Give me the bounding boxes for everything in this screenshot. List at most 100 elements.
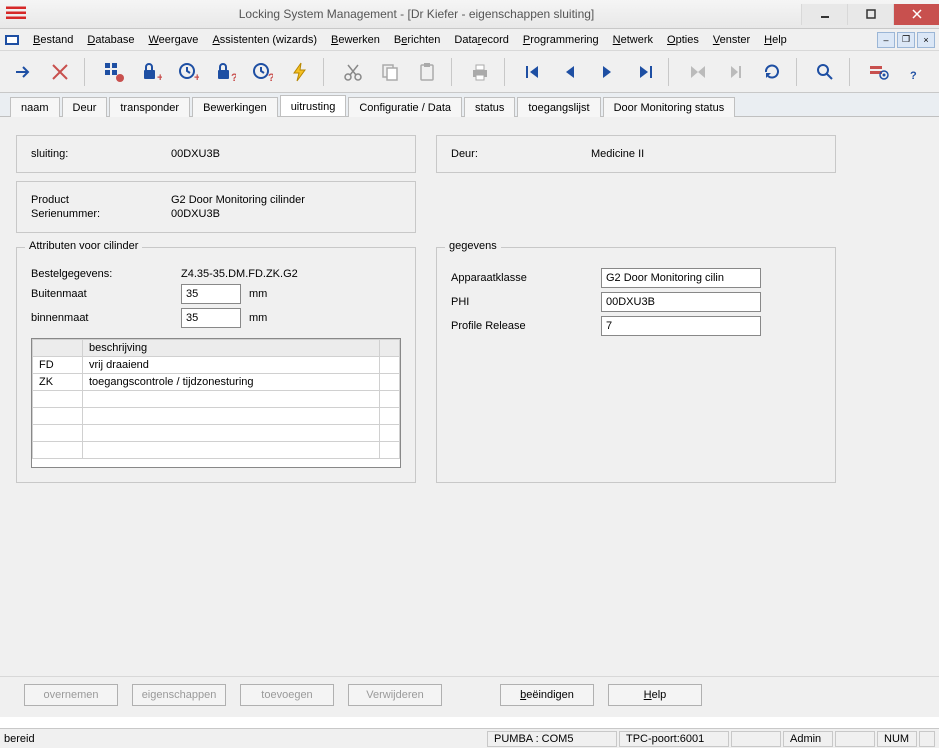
app-icon: [6, 4, 26, 24]
menu-help[interactable]: Help: [757, 32, 794, 48]
table-row[interactable]: ZKtoegangscontrole / tijdzonesturing: [33, 374, 400, 391]
sluiting-panel: sluiting: 00DXU3B: [16, 135, 416, 173]
menu-weergave[interactable]: Weergave: [141, 32, 205, 48]
menu-datarecord[interactable]: Datarecord: [447, 32, 515, 48]
serienummer-value: 00DXU3B: [171, 208, 220, 220]
window-title: Locking System Management - [Dr Kiefer -…: [32, 7, 801, 21]
grid-col-beschrijving: beschrijving: [83, 340, 380, 357]
tb-first-icon[interactable]: [516, 55, 551, 89]
beeindigen-button[interactable]: beëindigen: [500, 684, 594, 706]
deur-panel: Deur: Medicine II: [436, 135, 836, 173]
menu-berichten[interactable]: Berichten: [387, 32, 448, 48]
tab-transponder[interactable]: transponder: [109, 97, 190, 117]
tb-paste-icon[interactable]: [409, 55, 444, 89]
deur-label: Deur:: [451, 148, 591, 160]
minimize-button[interactable]: [801, 4, 847, 25]
product-label: Product: [31, 194, 171, 206]
tab-naam[interactable]: naam: [10, 97, 60, 117]
mdi-close[interactable]: ×: [917, 32, 935, 48]
status-num: NUM: [877, 731, 917, 747]
table-row[interactable]: [33, 442, 400, 459]
mdi-minimize[interactable]: –: [877, 32, 895, 48]
tb-lock-add-icon[interactable]: +: [133, 55, 168, 89]
title-bar: Locking System Management - [Dr Kiefer -…: [0, 0, 939, 29]
tb-next-icon[interactable]: [590, 55, 625, 89]
close-button[interactable]: [893, 4, 939, 25]
phi-field: [601, 292, 761, 312]
deur-value: Medicine II: [591, 148, 644, 160]
menu-netwerk[interactable]: Netwerk: [606, 32, 660, 48]
gegevens-legend: gegevens: [445, 240, 501, 252]
maximize-button[interactable]: [847, 4, 893, 25]
button-bar: overnemen eigenschappen toevoegen Verwij…: [0, 676, 939, 712]
menu-assistenten[interactable]: Assistenten (wizards): [205, 32, 324, 48]
binnenmaat-label: binnenmaat: [31, 312, 181, 324]
tb-prev-icon[interactable]: [553, 55, 588, 89]
gegevens-group: gegevens Apparaatklasse PHI Profile Rele…: [436, 247, 836, 483]
tb-apply-icon[interactable]: [717, 55, 752, 89]
tb-bolt-icon[interactable]: [282, 55, 317, 89]
tab-bewerkingen[interactable]: Bewerkingen: [192, 97, 278, 117]
menu-bar: Bestand Database Weergave Assistenten (w…: [0, 29, 939, 51]
buitenmaat-unit: mm: [249, 288, 267, 300]
tab-configuratie[interactable]: Configuratie / Data: [348, 97, 462, 117]
menu-bestand[interactable]: Bestand: [26, 32, 80, 48]
tab-deur[interactable]: Deur: [62, 97, 108, 117]
tb-help-icon[interactable]: ?: [898, 55, 933, 89]
svg-text:+: +: [194, 72, 199, 83]
buitenmaat-input[interactable]: [181, 284, 241, 304]
verwijderen-button[interactable]: Verwijderen: [348, 684, 442, 706]
toolbar: + + ? ? ?: [0, 51, 939, 93]
svg-text:?: ?: [268, 72, 273, 83]
phi-label: PHI: [451, 296, 601, 308]
sluiting-value: 00DXU3B: [171, 148, 220, 160]
toevoegen-button[interactable]: toevoegen: [240, 684, 334, 706]
tb-print-icon[interactable]: [463, 55, 498, 89]
profile-release-label: Profile Release: [451, 320, 601, 332]
tb-login-icon[interactable]: [6, 55, 41, 89]
tb-clock-help-icon[interactable]: ?: [245, 55, 280, 89]
tb-refresh-icon[interactable]: [754, 55, 789, 89]
help-button[interactable]: Help: [608, 684, 702, 706]
table-row[interactable]: [33, 425, 400, 442]
tb-settings-icon[interactable]: [861, 55, 896, 89]
menu-venster[interactable]: Venster: [706, 32, 757, 48]
tb-matrix-icon[interactable]: [96, 55, 131, 89]
tab-toegangslijst[interactable]: toegangslijst: [517, 97, 600, 117]
svg-text:?: ?: [910, 70, 917, 82]
mdi-restore[interactable]: ❐: [897, 32, 915, 48]
menu-programmering[interactable]: Programmering: [516, 32, 606, 48]
binnenmaat-input[interactable]: [181, 308, 241, 328]
apparaatklasse-field: [601, 268, 761, 288]
tb-delete-icon[interactable]: [680, 55, 715, 89]
menu-database[interactable]: Database: [80, 32, 141, 48]
eigenschappen-button[interactable]: eigenschappen: [132, 684, 226, 706]
svg-text:?: ?: [231, 72, 236, 83]
tb-search-icon[interactable]: [808, 55, 843, 89]
tab-door-monitoring[interactable]: Door Monitoring status: [603, 97, 736, 117]
menu-bewerken[interactable]: Bewerken: [324, 32, 387, 48]
sluiting-label: sluiting:: [31, 148, 171, 160]
tb-logout-icon[interactable]: [43, 55, 78, 89]
table-row[interactable]: FDvrij draaiend: [33, 357, 400, 374]
status-bar: bereid PUMBA : COM5 TPC-poort:6001 Admin…: [0, 728, 939, 748]
bestel-value: Z4.35-35.DM.FD.ZK.G2: [181, 268, 298, 280]
description-grid[interactable]: beschrijving FDvrij draaiendZKtoegangsco…: [31, 338, 401, 468]
tab-status[interactable]: status: [464, 97, 515, 117]
table-row[interactable]: [33, 391, 400, 408]
tab-uitrusting[interactable]: uitrusting: [280, 95, 347, 116]
overnemen-button[interactable]: overnemen: [24, 684, 118, 706]
menu-opties[interactable]: Opties: [660, 32, 706, 48]
tb-clock-add-icon[interactable]: +: [171, 55, 206, 89]
tb-lock-help-icon[interactable]: ?: [208, 55, 243, 89]
status-admin: Admin: [783, 731, 833, 747]
table-row[interactable]: [33, 408, 400, 425]
product-panel: ProductG2 Door Monitoring cilinder Serie…: [16, 181, 416, 233]
tb-copy-icon[interactable]: [372, 55, 407, 89]
form-area: sluiting: 00DXU3B Deur: Medicine II Prod…: [0, 117, 939, 717]
buitenmaat-label: Buitenmaat: [31, 288, 181, 300]
tb-cut-icon[interactable]: [335, 55, 370, 89]
serienummer-label: Serienummer:: [31, 208, 171, 220]
tb-last-icon[interactable]: [627, 55, 662, 89]
svg-text:+: +: [157, 72, 162, 83]
